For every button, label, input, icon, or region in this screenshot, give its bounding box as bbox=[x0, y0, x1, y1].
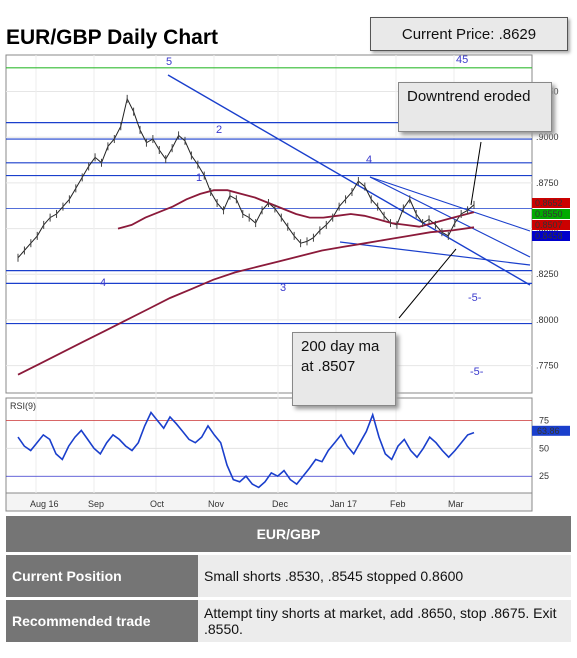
inner-trend-line bbox=[369, 176, 531, 232]
row-value: Attempt tiny shorts at market, add .8650… bbox=[198, 600, 571, 642]
row-label: Current Position bbox=[6, 555, 198, 597]
channel-top-line bbox=[369, 176, 531, 258]
wave-label: 3 bbox=[280, 282, 286, 294]
ma-pointer bbox=[398, 248, 457, 319]
date-tick-label: Dec bbox=[272, 499, 289, 509]
price-tick-label: .8750 bbox=[536, 178, 559, 188]
wave-label: 4 bbox=[100, 277, 106, 289]
trade-table-header: EUR/GBP bbox=[6, 516, 571, 552]
date-tick-label: Sep bbox=[88, 499, 104, 509]
wave-label: 45 bbox=[456, 54, 468, 66]
price-level-label: 0.8550 bbox=[535, 209, 563, 219]
ma-callout: 200 day ma at .8507 bbox=[292, 332, 396, 406]
date-tick-label: Aug 16 bbox=[30, 499, 59, 509]
downtrend-pointer bbox=[470, 141, 482, 206]
rsi-tick-label: 50 bbox=[539, 443, 549, 453]
rsi-value-label: 63.86 bbox=[537, 426, 560, 436]
current-price-box: Current Price: .8629 bbox=[370, 17, 568, 51]
main-downtrend-line bbox=[167, 74, 531, 286]
wave-label: 2 bbox=[216, 124, 222, 136]
rsi-title: RSI(9) bbox=[10, 401, 36, 411]
price-level-box bbox=[532, 209, 570, 219]
trend-lines bbox=[167, 74, 531, 286]
price-level-label: 0.8507 bbox=[535, 220, 563, 230]
rsi-panel-frame bbox=[5, 397, 533, 494]
row-label: Recommended trade bbox=[6, 600, 198, 642]
rsi-line bbox=[17, 410, 475, 489]
wave-label: 1 bbox=[196, 172, 202, 184]
price-level-label: 0.8458 bbox=[535, 231, 563, 241]
rsi-tick-label: 75 bbox=[539, 415, 549, 425]
row-value: Small shorts .8530, .8545 stopped 0.8600 bbox=[198, 555, 571, 597]
downtrend-callout: Downtrend eroded bbox=[398, 82, 552, 132]
price-level-box bbox=[532, 231, 570, 241]
wave-label: -5- bbox=[470, 366, 484, 378]
price-level-label: 0.8652 bbox=[535, 198, 563, 208]
trade-table: EUR/GBP Current Position Small shorts .8… bbox=[6, 516, 571, 642]
page-title: EUR/GBP Daily Chart bbox=[6, 26, 218, 49]
wave-label: -5- bbox=[468, 292, 482, 304]
date-axis-strip bbox=[5, 492, 533, 512]
wave-label: 5 bbox=[166, 56, 172, 68]
price-line bbox=[17, 97, 475, 259]
date-tick-label: Oct bbox=[150, 499, 165, 509]
rsi-value-box bbox=[532, 425, 570, 436]
date-tick-label: Jan 17 bbox=[330, 499, 357, 509]
date-tick-label: Mar bbox=[448, 499, 464, 509]
wave-label: 4 bbox=[366, 154, 372, 166]
price-level-box bbox=[532, 220, 570, 230]
price-tick-label: .8000 bbox=[536, 315, 559, 325]
channel-bottom-line bbox=[339, 241, 531, 266]
price-tick-label: .9000 bbox=[536, 132, 559, 142]
table-row: Recommended trade Attempt tiny shorts at… bbox=[6, 600, 571, 642]
current-price-label: Current Price: .8629 bbox=[401, 25, 537, 43]
short-ma-line bbox=[117, 189, 475, 230]
rsi-tick-label: 25 bbox=[539, 471, 549, 481]
long-ma-line bbox=[17, 226, 475, 376]
date-tick-label: Feb bbox=[390, 499, 406, 509]
date-tick-label: Nov bbox=[208, 499, 225, 509]
price-tick-label: .8250 bbox=[536, 269, 559, 279]
price-level-box bbox=[532, 198, 570, 208]
price-tick-label: .7750 bbox=[536, 361, 559, 371]
table-row: Current Position Small shorts .8530, .85… bbox=[6, 555, 571, 597]
